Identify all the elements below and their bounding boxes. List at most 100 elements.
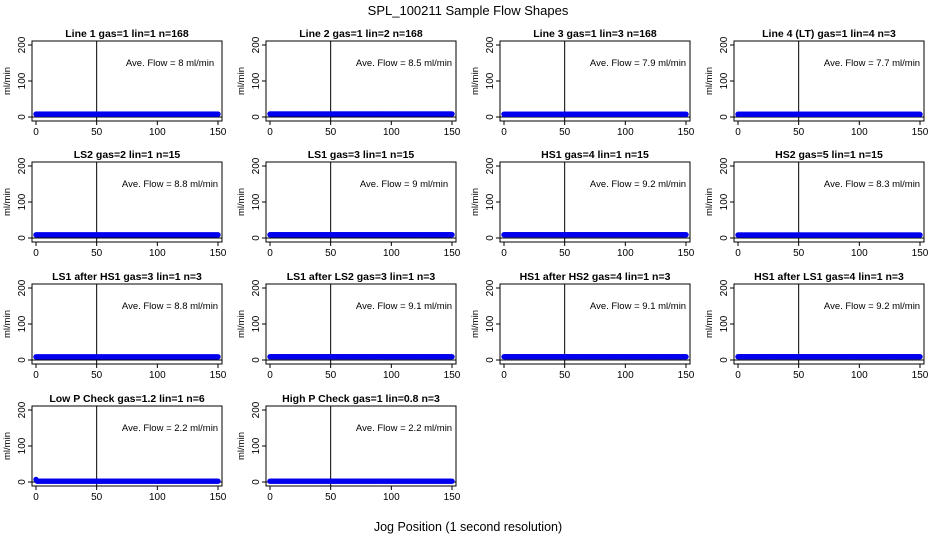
x-tick-label: 100 (149, 248, 166, 259)
data-point (917, 232, 923, 238)
panel-title: Line 2 gas=1 lin=2 n=168 (299, 28, 423, 40)
x-tick-label: 0 (267, 248, 273, 259)
x-tick-label: 0 (267, 370, 273, 381)
x-tick-label: 0 (735, 248, 741, 259)
x-tick-label: 0 (501, 248, 507, 259)
x-tick-label: 50 (793, 127, 805, 138)
panel-7: HS1 gas=4 lin=1 n=15 0 50 100 150 0 100 200 ml/m… (470, 149, 695, 259)
panel-6: LS1 gas=3 lin=1 n=15 0 50 100 150 0 100 200 ml/m… (236, 149, 461, 259)
panel-4: Line 4 (LT) gas=1 lin=4 n=3 0 50 100 150 0 100… (704, 28, 929, 138)
y-tick-label: 200 (251, 279, 262, 296)
x-tick-label: 50 (559, 127, 571, 138)
x-tick-label: 150 (912, 248, 929, 259)
x-tick-label: 100 (617, 370, 634, 381)
panel-5: LS2 gas=2 lin=1 n=15 0 50 100 150 0 100 200 ml/m… (2, 149, 227, 259)
data-points (735, 232, 923, 238)
plot-frame (31, 161, 223, 243)
data-points (501, 111, 689, 117)
y-tick-label: 0 (251, 114, 262, 120)
data-points (33, 232, 221, 238)
data-points (735, 111, 923, 117)
x-tick-label: 150 (912, 127, 929, 138)
x-tick-label: 0 (501, 127, 507, 138)
y-tick-label: 100 (251, 437, 262, 454)
y-tick-label: 100 (17, 72, 28, 89)
average-flow-annotation: Ave. Flow = 9.1 ml/min (590, 301, 686, 312)
plot-frame (499, 161, 691, 243)
x-tick-label: 150 (210, 248, 227, 259)
y-tick-label: 200 (485, 157, 496, 174)
data-points (267, 232, 455, 238)
panel-8: HS2 gas=5 lin=1 n=15 0 50 100 150 0 100 200 ml/m… (704, 149, 929, 259)
data-points (735, 353, 923, 360)
y-axis-label: ml/min (236, 432, 247, 460)
panel-title: Low P Check gas=1.2 lin=1 n=6 (49, 393, 204, 405)
x-tick-label: 150 (210, 370, 227, 381)
y-tick-label: 0 (17, 357, 28, 363)
y-tick-label: 100 (485, 315, 496, 332)
data-point (683, 231, 689, 238)
x-tick-label: 50 (793, 248, 805, 259)
y-axis-label: ml/min (704, 310, 715, 338)
panel-title: High P Check gas=1 lin=0.8 n=3 (282, 393, 440, 405)
x-tick-label: 50 (325, 492, 337, 503)
y-tick-label: 100 (251, 193, 262, 210)
x-tick-label: 50 (91, 248, 103, 259)
data-point (215, 232, 221, 238)
average-flow-annotation: Ave. Flow = 8 ml/min (126, 58, 214, 69)
average-flow-annotation: Ave. Flow = 9.2 ml/min (824, 301, 920, 312)
plot-frame (265, 161, 457, 243)
y-axis-label: ml/min (2, 188, 13, 216)
x-tick-label: 150 (210, 127, 227, 138)
data-point (449, 111, 455, 117)
y-tick-label: 200 (251, 36, 262, 53)
plot-frame (265, 40, 457, 122)
panel-title: Line 1 gas=1 lin=1 n=168 (65, 28, 189, 40)
y-tick-label: 0 (719, 114, 730, 120)
y-axis-label: ml/min (470, 310, 481, 338)
average-flow-annotation: Ave. Flow = 9 ml/min (360, 179, 448, 190)
x-tick-label: 0 (267, 492, 273, 503)
data-points (33, 354, 221, 360)
plot-frame (31, 40, 223, 122)
average-flow-annotation: Ave. Flow = 8.3 ml/min (824, 179, 920, 190)
data-point (683, 111, 689, 117)
plot-frame (733, 283, 925, 365)
y-tick-label: 100 (719, 72, 730, 89)
x-tick-label: 0 (33, 370, 39, 381)
x-tick-label: 150 (444, 370, 461, 381)
x-tick-label: 100 (149, 127, 166, 138)
y-tick-label: 100 (17, 315, 28, 332)
x-tick-label: 150 (444, 127, 461, 138)
x-tick-label: 150 (912, 370, 929, 381)
x-tick-label: 0 (33, 492, 39, 503)
x-axis-label: Jog Position (1 second resolution) (374, 520, 562, 534)
x-tick-label: 50 (793, 370, 805, 381)
average-flow-annotation: Ave. Flow = 8.5 ml/min (356, 58, 452, 69)
y-tick-label: 200 (251, 157, 262, 174)
data-point (449, 232, 455, 238)
x-tick-label: 150 (678, 248, 695, 259)
x-tick-label: 150 (444, 248, 461, 259)
panel-title: HS1 after LS1 gas=4 lin=1 n=3 (754, 271, 904, 283)
y-tick-label: 0 (719, 235, 730, 241)
panel-title: LS1 after HS1 gas=3 lin=1 n=3 (52, 271, 202, 283)
y-tick-label: 200 (719, 36, 730, 53)
x-tick-label: 100 (851, 248, 868, 259)
y-tick-label: 100 (251, 72, 262, 89)
panel-14: High P Check gas=1 lin=0.8 n=3 0 50 100 150 0… (236, 393, 461, 503)
data-points (267, 478, 455, 484)
y-axis-label: ml/min (704, 67, 715, 95)
y-axis-label: ml/min (236, 188, 247, 216)
y-tick-label: 0 (17, 114, 28, 120)
average-flow-annotation: Ave. Flow = 8.8 ml/min (122, 179, 218, 190)
y-tick-label: 0 (17, 479, 28, 485)
average-flow-annotation: Ave. Flow = 8.8 ml/min (122, 301, 218, 312)
data-point (449, 354, 455, 360)
panel-grid: Line 1 gas=1 lin=1 n=168 0 50 100 150 0 100 200… (2, 28, 929, 503)
panel-2: Line 2 gas=1 lin=2 n=168 0 50 100 150 0 100 200… (236, 28, 461, 138)
data-point (449, 478, 455, 484)
panel-title: HS1 after HS2 gas=4 lin=1 n=3 (520, 271, 671, 283)
data-point (683, 354, 689, 360)
x-tick-label: 100 (617, 127, 634, 138)
